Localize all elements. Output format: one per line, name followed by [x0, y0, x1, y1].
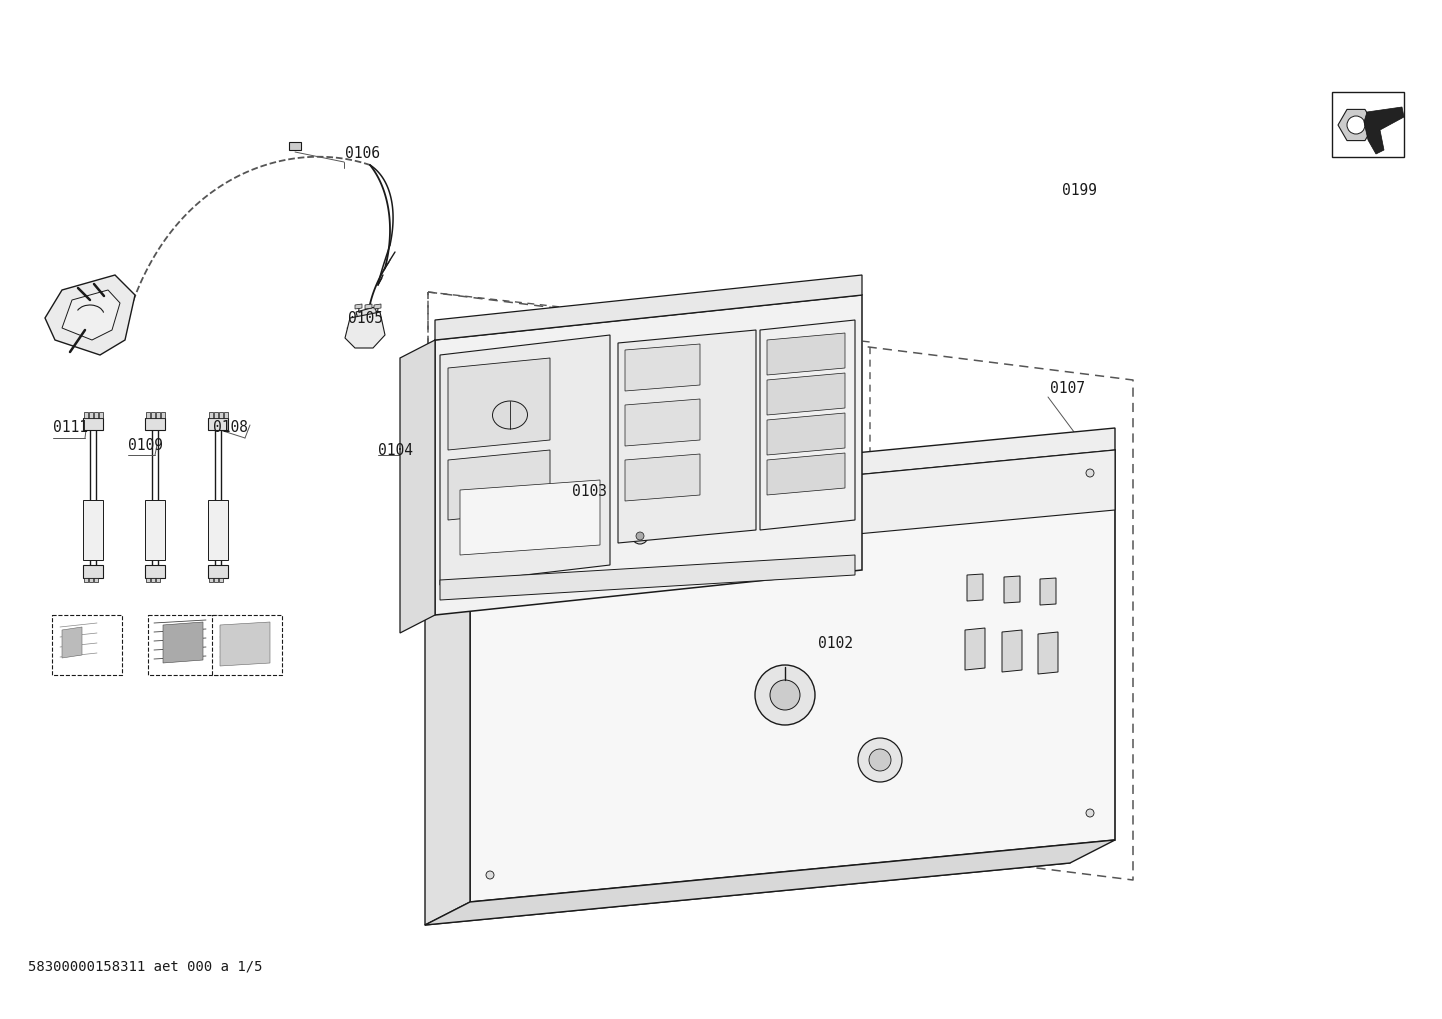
Circle shape [1347, 116, 1366, 135]
Polygon shape [162, 412, 164, 418]
Polygon shape [448, 358, 549, 450]
Polygon shape [45, 275, 136, 355]
Polygon shape [435, 294, 862, 615]
Ellipse shape [493, 401, 528, 429]
Polygon shape [208, 418, 228, 430]
Polygon shape [146, 500, 164, 560]
Polygon shape [213, 578, 218, 582]
Polygon shape [156, 578, 160, 582]
Polygon shape [440, 335, 610, 585]
Polygon shape [624, 344, 699, 391]
Polygon shape [219, 578, 224, 582]
Circle shape [486, 531, 495, 539]
Polygon shape [151, 412, 154, 418]
Polygon shape [62, 290, 120, 340]
Polygon shape [767, 453, 845, 495]
Text: 0106: 0106 [345, 146, 381, 161]
Polygon shape [425, 512, 470, 925]
Polygon shape [224, 412, 228, 418]
Polygon shape [470, 450, 1115, 902]
Polygon shape [365, 304, 372, 309]
Polygon shape [399, 340, 435, 633]
Polygon shape [345, 312, 385, 348]
Polygon shape [146, 418, 164, 430]
Circle shape [632, 528, 647, 544]
Polygon shape [1002, 630, 1022, 672]
Text: 58300000158311 aet 000 a 1/5: 58300000158311 aet 000 a 1/5 [27, 959, 262, 973]
Polygon shape [624, 399, 699, 446]
Polygon shape [1040, 578, 1056, 605]
Circle shape [858, 738, 903, 782]
Polygon shape [448, 450, 549, 520]
Text: 0109: 0109 [128, 438, 163, 453]
Circle shape [636, 532, 645, 540]
Polygon shape [1004, 576, 1019, 603]
Polygon shape [208, 500, 228, 560]
Polygon shape [373, 304, 381, 309]
Polygon shape [94, 578, 98, 582]
Polygon shape [1038, 632, 1058, 674]
Polygon shape [146, 412, 150, 418]
Polygon shape [619, 330, 756, 543]
Polygon shape [146, 565, 164, 578]
Polygon shape [84, 565, 102, 578]
Circle shape [756, 665, 815, 725]
Polygon shape [84, 412, 88, 418]
Polygon shape [84, 578, 88, 582]
Text: 0107: 0107 [1050, 381, 1084, 396]
Bar [1332, 92, 1405, 157]
Text: 0102: 0102 [818, 636, 854, 651]
Polygon shape [89, 578, 92, 582]
Text: 0108: 0108 [213, 420, 248, 435]
Polygon shape [156, 412, 160, 418]
Polygon shape [355, 304, 362, 309]
Polygon shape [84, 418, 102, 430]
Circle shape [870, 749, 891, 771]
Text: 0199: 0199 [1061, 183, 1097, 198]
Polygon shape [163, 622, 203, 663]
Polygon shape [460, 480, 600, 555]
Polygon shape [209, 412, 213, 418]
Polygon shape [221, 622, 270, 666]
Polygon shape [84, 500, 102, 560]
Polygon shape [965, 628, 985, 671]
Polygon shape [425, 840, 1115, 925]
Polygon shape [146, 578, 150, 582]
Polygon shape [470, 450, 1115, 570]
Polygon shape [62, 627, 82, 658]
Polygon shape [440, 555, 855, 600]
Polygon shape [151, 578, 154, 582]
Polygon shape [89, 412, 92, 418]
Bar [52, 615, 123, 675]
Polygon shape [288, 142, 301, 150]
Bar [212, 615, 283, 675]
Polygon shape [1364, 107, 1405, 154]
Text: 0103: 0103 [572, 484, 607, 499]
Polygon shape [767, 373, 845, 415]
Polygon shape [219, 412, 224, 418]
Polygon shape [356, 307, 381, 330]
Polygon shape [213, 412, 218, 418]
Polygon shape [470, 428, 1115, 512]
Polygon shape [99, 412, 102, 418]
Circle shape [486, 871, 495, 879]
Polygon shape [624, 454, 699, 501]
Text: 0105: 0105 [348, 311, 384, 326]
Polygon shape [767, 333, 845, 375]
Polygon shape [767, 413, 845, 455]
Polygon shape [760, 320, 855, 530]
Circle shape [770, 680, 800, 710]
Polygon shape [208, 565, 228, 578]
Polygon shape [209, 578, 213, 582]
Text: 0111: 0111 [53, 420, 88, 435]
Polygon shape [94, 412, 98, 418]
Bar [149, 615, 218, 675]
Polygon shape [968, 574, 983, 601]
Polygon shape [435, 275, 862, 340]
Circle shape [1086, 469, 1094, 477]
Circle shape [1086, 809, 1094, 817]
Text: 0104: 0104 [378, 443, 412, 458]
